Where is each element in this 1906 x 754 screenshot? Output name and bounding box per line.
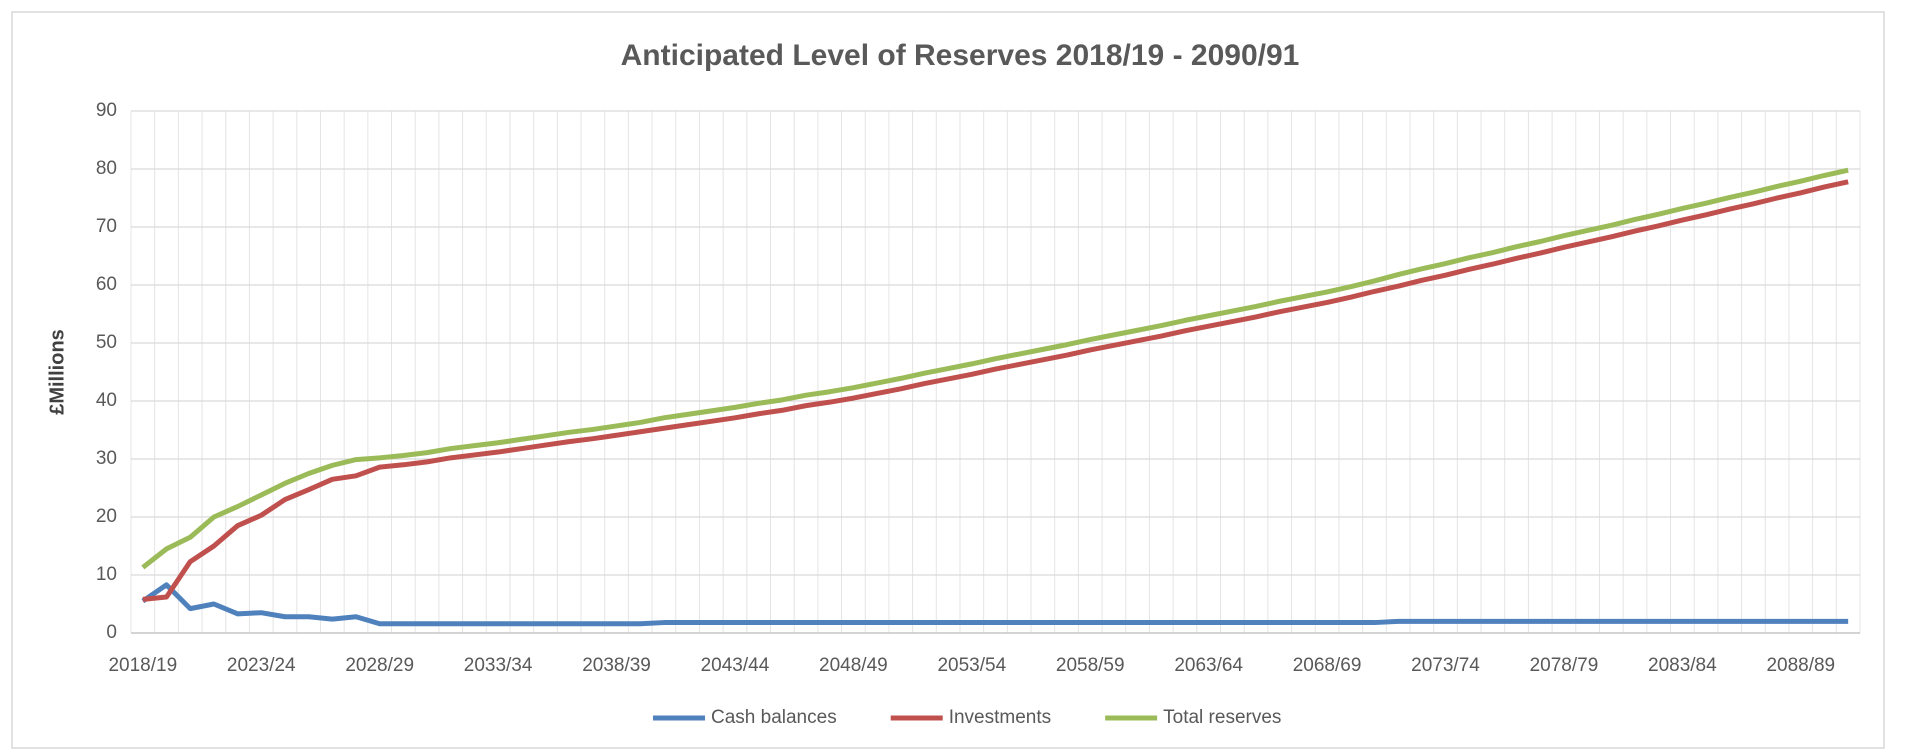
x-tick-label: 2023/24 xyxy=(227,655,296,676)
y-tick-label: 70 xyxy=(96,216,117,237)
series-line xyxy=(142,179,1849,602)
chart-title: Anticipated Level of Reserves 2018/19 - … xyxy=(621,39,1300,72)
legend-label: Investments xyxy=(949,707,1051,728)
legend-label: Cash balances xyxy=(711,707,837,728)
y-axis-label: £Millions xyxy=(46,329,68,415)
series-line xyxy=(141,582,1849,627)
x-tick-label: 2078/79 xyxy=(1530,655,1599,676)
x-tick-label: 2068/69 xyxy=(1293,655,1362,676)
x-tick-label: 2033/34 xyxy=(464,655,533,676)
y-tick-label: 90 xyxy=(96,100,117,121)
y-tick-label: 60 xyxy=(96,274,117,295)
series-line xyxy=(141,167,1849,570)
x-tick-label: 2073/74 xyxy=(1411,655,1480,676)
y-tick-label: 0 xyxy=(106,622,117,643)
x-tick-label: 2053/54 xyxy=(937,655,1006,676)
y-tick-label: 50 xyxy=(96,332,117,353)
y-tick-label: 80 xyxy=(96,158,117,179)
x-tick-label: 2018/19 xyxy=(108,655,177,676)
x-tick-label: 2088/89 xyxy=(1766,655,1835,676)
y-tick-label: 30 xyxy=(96,448,117,469)
x-tick-label: 2043/44 xyxy=(701,655,770,676)
y-tick-label: 40 xyxy=(96,390,117,411)
x-tick-label: 2063/64 xyxy=(1174,655,1243,676)
y-tick-label: 10 xyxy=(96,564,117,585)
x-tick-label: 2028/29 xyxy=(345,655,414,676)
y-tick-label: 20 xyxy=(96,506,117,527)
x-tick-label: 2038/39 xyxy=(582,655,651,676)
x-tick-label: 2048/49 xyxy=(819,655,888,676)
x-tick-label: 2058/59 xyxy=(1056,655,1125,676)
legend-label: Total reserves xyxy=(1163,707,1281,728)
x-tick-label: 2083/84 xyxy=(1648,655,1717,676)
